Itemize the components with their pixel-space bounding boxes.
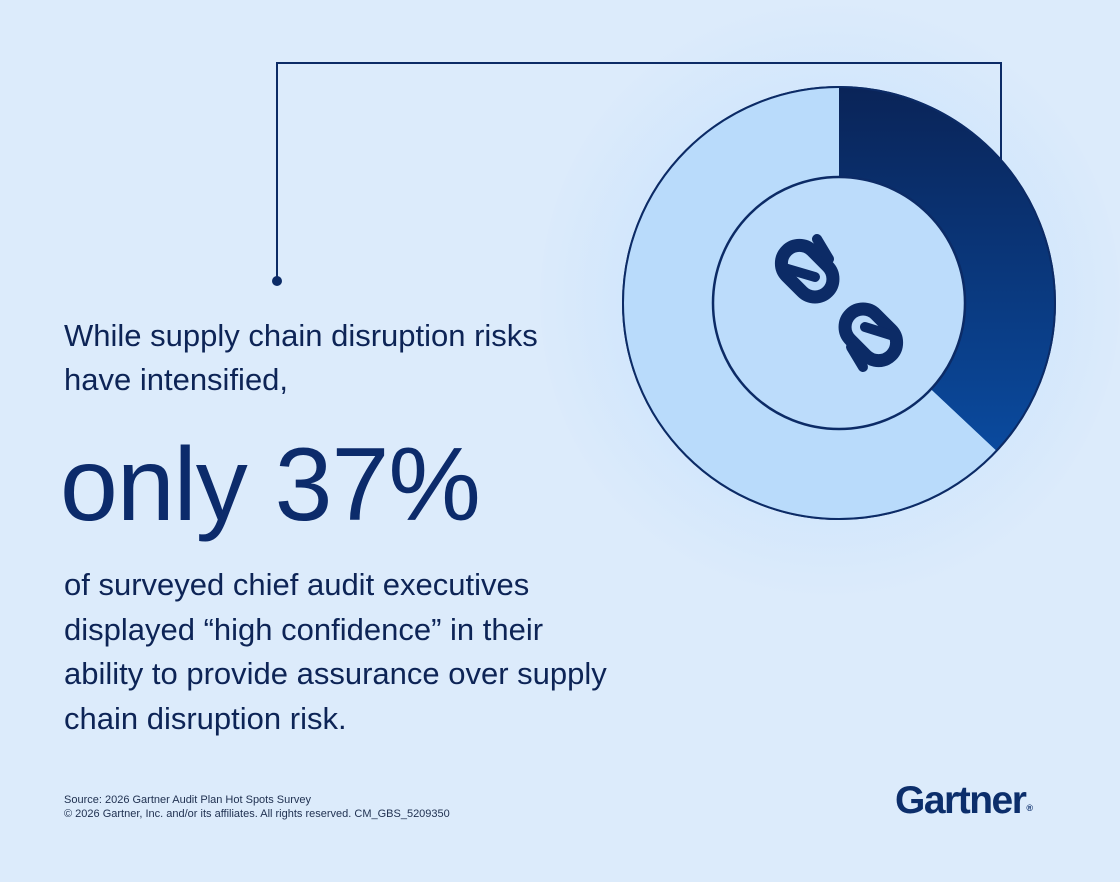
broken-chain-icon <box>774 234 904 372</box>
connector-line <box>276 62 1002 281</box>
donut-slice-1 <box>839 87 1055 451</box>
connector-dot <box>272 276 282 286</box>
highlight-stat: only 37% <box>60 427 481 543</box>
donut-border <box>622 86 1056 520</box>
logo-text: Gartner <box>895 779 1027 822</box>
source-note: Source: 2026 Gartner Audit Plan Hot Spot… <box>64 794 312 806</box>
gartner-logo: Gartner® <box>895 776 1033 833</box>
donut-center <box>711 175 967 431</box>
donut-slice-2 <box>623 87 997 519</box>
body-text: of surveyed chief audit executives displ… <box>64 567 607 736</box>
lead-text: While supply chain disruption risks have… <box>64 318 538 397</box>
copyright-note: © 2026 Gartner, Inc. and/or its affiliat… <box>64 808 450 820</box>
registered-mark: ® <box>1026 803 1034 813</box>
footer: Source: 2026 Gartner Audit Plan Hot Spot… <box>64 793 584 821</box>
